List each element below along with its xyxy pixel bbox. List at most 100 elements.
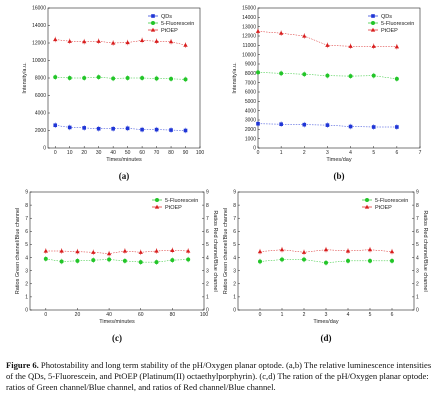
data-point xyxy=(279,71,284,76)
data-point xyxy=(125,40,130,45)
data-point xyxy=(53,123,58,128)
data-point xyxy=(186,257,191,262)
data-point xyxy=(395,125,399,129)
y-tick-label: 4000 xyxy=(35,111,46,117)
x-tick-label: 0 xyxy=(54,150,57,156)
y2-tick-label: 9 xyxy=(206,190,209,196)
data-point xyxy=(302,122,307,127)
y-tick-label: 8000 xyxy=(245,71,256,77)
legend-marker xyxy=(371,21,375,25)
data-point xyxy=(96,38,101,43)
y-tick-label: 9 xyxy=(25,190,28,196)
series-line xyxy=(45,250,189,254)
x-tick-label: 2 xyxy=(303,150,306,156)
data-point xyxy=(110,40,116,45)
data-point xyxy=(59,248,64,253)
series-line xyxy=(55,125,186,131)
x-tick-label: 100 xyxy=(200,312,209,318)
data-point xyxy=(170,248,175,252)
y-tick-label: 4 xyxy=(233,255,236,261)
y2-tick-label: 0 xyxy=(416,308,419,314)
y-tick-label: 14000 xyxy=(32,23,46,29)
y2-tick-label: 7 xyxy=(416,216,419,222)
data-point xyxy=(323,247,329,252)
data-point xyxy=(53,37,58,42)
y-tick-label: 6000 xyxy=(245,90,256,96)
y-tick-label: 3 xyxy=(25,268,28,274)
data-point xyxy=(67,38,72,43)
y-tick-label: 6000 xyxy=(35,93,46,99)
y-tick-label: 14000 xyxy=(242,15,256,21)
y-tick-label: 13000 xyxy=(242,24,256,30)
y-tick-label: 12000 xyxy=(242,34,256,40)
legend-marker xyxy=(365,198,369,202)
series-line xyxy=(55,76,186,80)
legend-marker xyxy=(151,14,155,18)
x-tick-label: 1 xyxy=(280,150,283,156)
data-point xyxy=(91,250,96,254)
legend-marker xyxy=(155,198,159,202)
x-tick-label: 4 xyxy=(347,312,350,318)
series-PtOEP xyxy=(53,36,188,48)
data-point xyxy=(183,42,188,47)
data-point xyxy=(169,76,174,81)
y-tick-label: 0 xyxy=(233,308,236,314)
x-tick-label: 5 xyxy=(369,312,372,318)
data-point xyxy=(75,249,80,254)
plot-frame xyxy=(29,191,205,311)
data-point xyxy=(256,121,260,126)
legend-label: QDs xyxy=(381,14,392,20)
panel-letter: (a) xyxy=(119,171,130,181)
y2-tick-label: 3 xyxy=(416,268,419,274)
x-tick-label: 7 xyxy=(419,150,422,156)
series-line xyxy=(45,258,189,263)
data-point xyxy=(371,43,376,48)
y2-tick-label: 4 xyxy=(416,255,419,261)
data-point xyxy=(59,259,64,264)
y2-tick-label: 2 xyxy=(206,281,209,287)
y-tick-label: 4 xyxy=(25,255,28,261)
data-point xyxy=(371,73,376,78)
x-axis-label: Times/minutes xyxy=(106,157,142,163)
data-point xyxy=(154,248,159,253)
legend-label: 5-Fluorescein xyxy=(165,198,198,204)
series-5-Fluorescein xyxy=(53,74,188,83)
legend-marker xyxy=(150,27,156,32)
data-point xyxy=(53,75,58,80)
legend-label: QDs xyxy=(161,14,172,20)
chart-panel-0: 0 10 20 30 40 50 60 70 80 90 100 0 2000 4000 6000 8000 1… xyxy=(22,6,204,181)
data-point xyxy=(154,38,159,43)
data-point xyxy=(348,124,353,129)
data-point xyxy=(325,73,330,78)
y-tick-label: 9 xyxy=(233,190,236,196)
series-PtOEP xyxy=(43,247,191,257)
y-tick-label: 2000 xyxy=(35,128,46,134)
x-tick-label: 3 xyxy=(326,150,329,156)
y-tick-label: 15000 xyxy=(242,6,256,12)
y-tick-label: 9000 xyxy=(245,62,256,68)
y-axis-label: Intensity/a.u. xyxy=(232,62,238,94)
data-point xyxy=(96,126,101,131)
y2-tick-label: 9 xyxy=(416,190,419,196)
y-tick-label: 10000 xyxy=(32,58,46,64)
data-point xyxy=(371,125,376,129)
data-point xyxy=(170,258,175,263)
legend-label: 5-Fluorescein xyxy=(161,21,194,27)
x-axis-label: Times/minutes xyxy=(99,319,135,325)
data-point xyxy=(345,248,351,253)
y-tick-label: 12000 xyxy=(32,41,46,47)
plot-frame xyxy=(257,7,421,149)
y-tick-label: 0 xyxy=(25,308,28,314)
y2-tick-label: 8 xyxy=(416,203,419,209)
y2-tick-label: 5 xyxy=(206,242,209,248)
data-point xyxy=(258,259,262,264)
legend-label: PtOEP xyxy=(165,205,182,211)
y-tick-label: 0 xyxy=(253,146,256,152)
series-line xyxy=(55,39,186,46)
x-tick-label: 70 xyxy=(154,150,160,156)
x-tick-label: 50 xyxy=(125,150,131,156)
y-tick-label: 8000 xyxy=(35,76,46,82)
legend-marker xyxy=(154,204,160,209)
